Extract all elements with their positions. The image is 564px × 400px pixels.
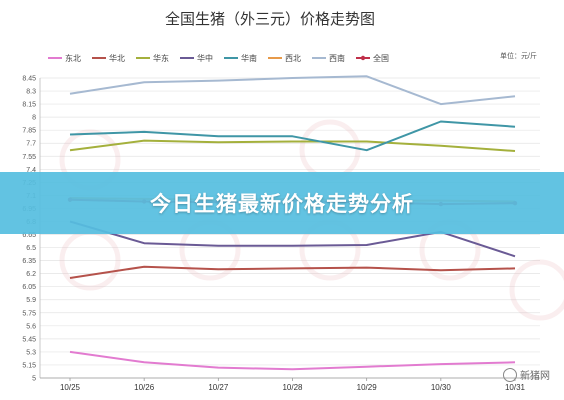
x-tick-label: 10/29: [357, 383, 378, 392]
legend-label: 东北: [65, 53, 81, 63]
legend-label: 华中: [197, 53, 213, 63]
series-line-西南: [69, 75, 516, 106]
legend-item: 西北: [268, 54, 301, 63]
legend-marker: [360, 55, 366, 61]
y-tick-label: 5.3: [26, 349, 36, 356]
series-line-东北: [69, 350, 516, 371]
x-tick-label: 10/28: [282, 383, 303, 392]
y-tick-label: 5.75: [22, 310, 36, 317]
y-tick-label: 6.35: [22, 258, 36, 265]
chart-legend: 东北 华北 华东 华中 华南 西北 西南 全国: [48, 53, 389, 63]
unit-label: 单位：元/斤: [500, 51, 537, 60]
y-tick-label: 7.7: [26, 141, 36, 148]
watermark-ring: [59, 229, 121, 291]
legend-item: 全国: [356, 53, 389, 63]
legend-item: 华北: [92, 53, 125, 63]
legend-label: 全国: [373, 53, 389, 63]
corner-watermark: 新猪网: [503, 367, 550, 382]
legend-item: 西南: [312, 53, 345, 63]
x-tick-label: 10/31: [505, 383, 526, 392]
wechat-icon: [503, 367, 517, 382]
x-tick-label: 10/25: [60, 383, 81, 392]
series-line-华南: [69, 120, 516, 152]
legend-item: 华东: [136, 53, 169, 63]
y-tick-label: 8.3: [26, 89, 36, 96]
y-tick-label: 7.85: [22, 128, 36, 135]
y-tick-label: 6.5: [26, 245, 36, 252]
y-tick-label: 6.2: [26, 271, 36, 278]
x-axis-ticks: 10/25 10/26 10/27 10/28 10/29 10/30 10/31: [60, 378, 526, 392]
headline-text: 今日生猪最新价格走势分析: [150, 192, 414, 216]
legend-item: 华南: [224, 53, 257, 63]
y-tick-label: 8.15: [22, 102, 36, 109]
watermark-ring: [509, 259, 564, 321]
legend-item: 东北: [48, 53, 81, 63]
legend-label: 华东: [153, 53, 169, 63]
y-tick-label: 8: [32, 115, 36, 122]
series-line-华北: [69, 265, 516, 279]
y-tick-label: 8.45: [22, 76, 36, 83]
y-tick-label: 6.05: [22, 284, 36, 291]
y-tick-label: 5: [32, 376, 36, 383]
chart-title: 全国生猪（外三元）价格走势图: [165, 10, 375, 28]
legend-label: 西北: [285, 54, 301, 63]
y-tick-label: 7.4: [26, 167, 36, 174]
y-tick-label: 5.45: [22, 336, 36, 343]
x-tick-label: 10/30: [431, 383, 452, 392]
legend-item: 华中: [180, 53, 213, 63]
legend-label: 华北: [109, 53, 125, 63]
y-tick-label: 6.65: [22, 232, 36, 239]
series-line-华东: [69, 139, 516, 152]
x-tick-label: 10/26: [134, 383, 155, 392]
y-tick-label: 5.15: [22, 362, 36, 369]
legend-label: 西南: [329, 53, 345, 63]
y-tick-label: 5.6: [26, 323, 36, 330]
corner-watermark-text: 新猪网: [520, 371, 550, 382]
x-tick-label: 10/27: [208, 383, 229, 392]
y-tick-label: 5.9: [26, 297, 36, 304]
legend-label: 华南: [241, 53, 257, 63]
headline-banner: 今日生猪最新价格走势分析: [0, 172, 564, 234]
y-tick-label: 7.55: [22, 154, 36, 161]
